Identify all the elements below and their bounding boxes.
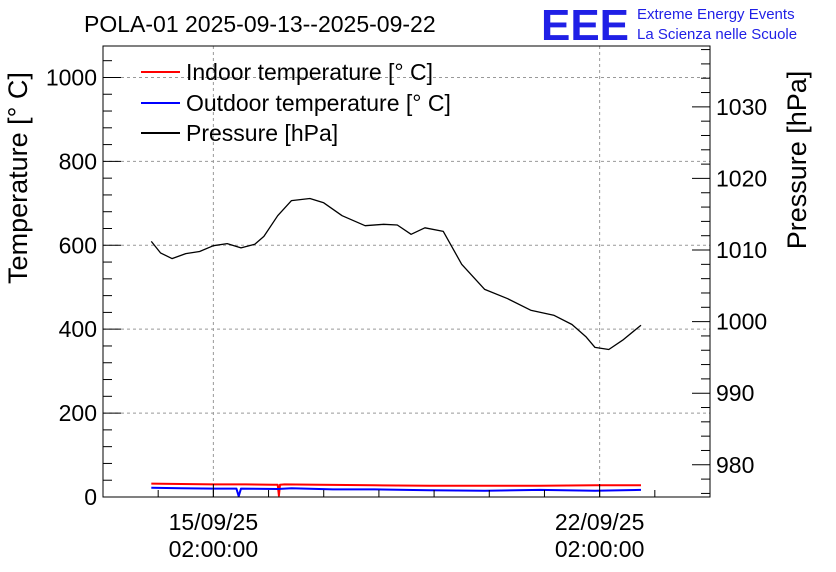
series-layer bbox=[150, 197, 642, 498]
y-tick-label: 800 bbox=[59, 148, 97, 174]
legend-label-pressure: Pressure [hPa] bbox=[186, 120, 338, 146]
eee-logo: EEE Extreme Energy Events La Scienza nel… bbox=[541, 1, 797, 50]
x-tick-label-time: 02:00:00 bbox=[169, 536, 259, 562]
y2-tick-label: 1020 bbox=[716, 165, 767, 191]
logo-mark: EEE bbox=[541, 1, 629, 50]
x-tick-label-date: 22/09/25 bbox=[555, 509, 645, 535]
y-tick-label: 600 bbox=[59, 232, 97, 258]
grid bbox=[103, 46, 710, 497]
right-axis: 980 990 1000 1010 1020 1030 bbox=[692, 49, 767, 494]
left-axis: 0 200 400 600 800 1000 bbox=[46, 60, 121, 510]
y2-tick-label: 1010 bbox=[716, 237, 767, 263]
logo-line-2: La Scienza nelle Scuole bbox=[637, 26, 797, 43]
logo-line-1: Extreme Energy Events bbox=[637, 6, 795, 23]
legend-label-indoor: Indoor temperature [° C] bbox=[186, 59, 433, 85]
plot-frame bbox=[102, 45, 711, 498]
x-tick-label-time: 02:00:00 bbox=[555, 536, 645, 562]
legend: Indoor temperature [° C] Outdoor tempera… bbox=[141, 59, 451, 146]
y-tick-label: 400 bbox=[59, 316, 97, 342]
y-tick-label: 0 bbox=[84, 484, 97, 510]
x-tick-label-date: 15/09/25 bbox=[169, 509, 259, 535]
legend-label-outdoor: Outdoor temperature [° C] bbox=[186, 90, 451, 116]
y2-tick-label: 980 bbox=[716, 452, 754, 478]
y-axis-label: Temperature [° C] bbox=[3, 72, 33, 284]
y-tick-label: 200 bbox=[59, 400, 97, 426]
indoor-temperature-line bbox=[151, 482, 641, 497]
y2-tick-label: 990 bbox=[716, 380, 754, 406]
y2-tick-label: 1000 bbox=[716, 309, 767, 335]
outdoor-temperature-line bbox=[151, 486, 642, 498]
y-tick-label: 1000 bbox=[46, 64, 97, 90]
y2-axis-label: Pressure [hPa] bbox=[782, 71, 812, 250]
pressure-line bbox=[150, 197, 642, 351]
y2-tick-label: 1030 bbox=[716, 94, 767, 120]
chart-title: POLA-01 2025-09-13--2025-09-22 bbox=[84, 11, 436, 37]
